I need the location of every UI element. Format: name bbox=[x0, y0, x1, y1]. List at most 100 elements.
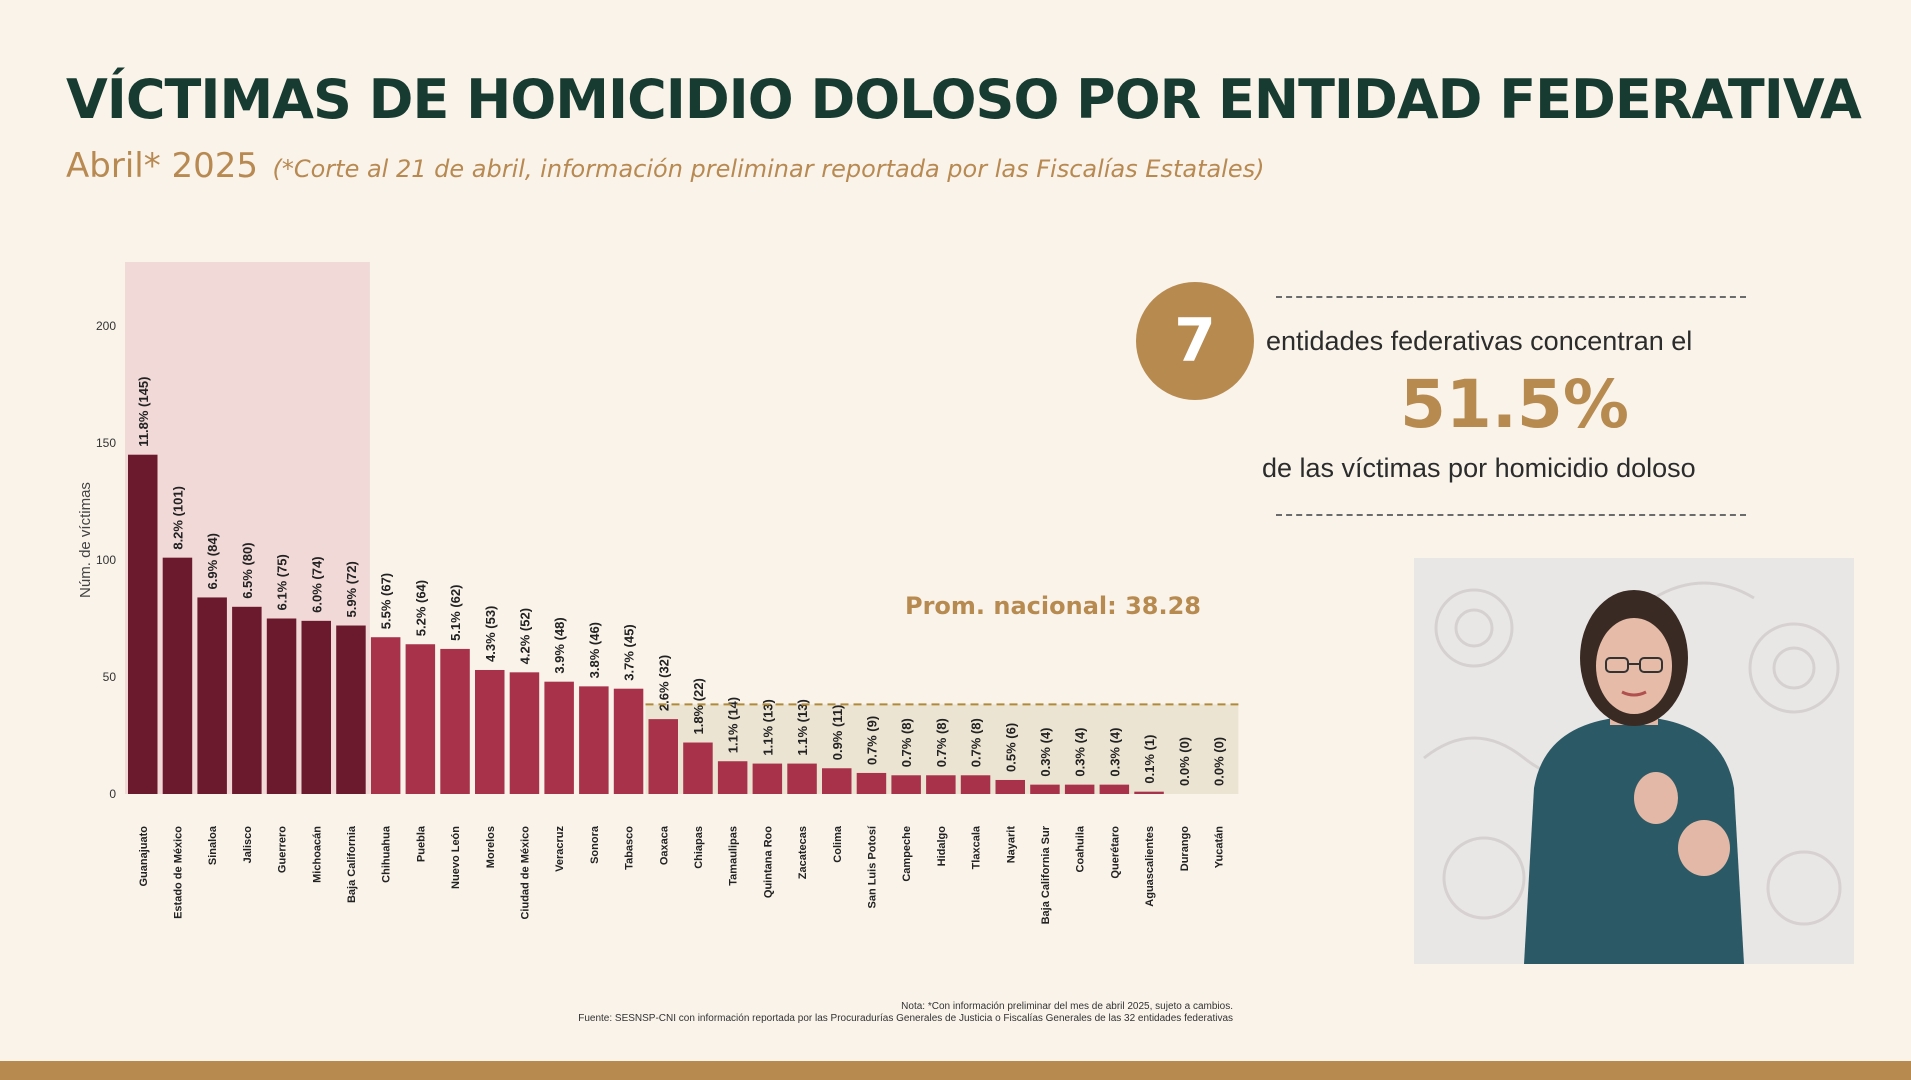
category-label: Nuevo León bbox=[450, 826, 462, 889]
bar bbox=[162, 557, 193, 794]
category-label: Estado de México bbox=[172, 826, 184, 919]
bar bbox=[1099, 784, 1130, 794]
bar-value-label: 6.5% (80) bbox=[240, 542, 255, 598]
category-label: Oaxaca bbox=[658, 825, 670, 865]
bar bbox=[926, 775, 956, 794]
bar-chart: 11.8% (145) Guanajuato 8.2% (101) Estado de… bbox=[77, 262, 1239, 924]
category-label: Morelos bbox=[485, 826, 497, 868]
bar-value-label: 0.7% (9) bbox=[864, 716, 879, 765]
category-label: Chihuahua bbox=[381, 825, 393, 883]
bar bbox=[440, 648, 470, 794]
category-label: Sonora bbox=[589, 825, 601, 864]
bar bbox=[336, 625, 366, 794]
bar bbox=[370, 637, 401, 794]
category-label: Colima bbox=[832, 825, 844, 863]
subtitle: Abril* 2025 bbox=[66, 146, 259, 186]
bar-value-label: 1.1% (13) bbox=[760, 699, 775, 755]
y-tick-label: 0 bbox=[109, 787, 116, 801]
category-label: Hidalgo bbox=[936, 826, 948, 867]
y-tick-label: 50 bbox=[103, 670, 117, 684]
bar-value-label: 1.1% (13) bbox=[795, 699, 810, 755]
category-label: Durango bbox=[1179, 826, 1191, 872]
bar-value-label: 0.9% (11) bbox=[830, 705, 845, 761]
bar bbox=[787, 763, 817, 794]
category-label: Campeche bbox=[901, 826, 913, 882]
bar-value-label: 1.8% (22) bbox=[691, 678, 706, 734]
bar-value-label: 11.8% (145) bbox=[136, 377, 151, 447]
bar-value-label: 4.2% (52) bbox=[517, 608, 532, 664]
bar-value-label: 2.6% (32) bbox=[656, 655, 671, 711]
summary-text-line2: de las víctimas por homicidio doloso bbox=[1262, 453, 1696, 483]
bar bbox=[891, 775, 921, 794]
bottom-accent-bar bbox=[0, 1061, 1911, 1080]
bar-value-label: 1.1% (14) bbox=[726, 697, 741, 753]
bar bbox=[579, 686, 609, 794]
bar bbox=[1030, 784, 1060, 794]
bar bbox=[509, 672, 540, 794]
bar bbox=[856, 772, 887, 794]
bar bbox=[197, 597, 227, 794]
bar bbox=[683, 742, 713, 794]
category-label: Michoacán bbox=[311, 826, 323, 883]
page-title: VÍCTIMAS DE HOMICIDIO DOLOSO POR ENTIDAD… bbox=[66, 68, 1862, 131]
bar bbox=[1064, 784, 1095, 794]
subtitle-note: (*Corte al 21 de abril, información prel… bbox=[272, 155, 1265, 183]
sign-language-interpreter-video bbox=[1414, 558, 1854, 964]
dashed-divider-bottom bbox=[1276, 514, 1746, 516]
bar bbox=[752, 763, 783, 794]
bar-value-label: 0.3% (4) bbox=[1107, 727, 1122, 776]
bar bbox=[822, 768, 852, 794]
bar bbox=[405, 644, 436, 794]
y-tick-label: 100 bbox=[96, 553, 116, 567]
category-label: Chiapas bbox=[693, 826, 705, 869]
summary-percent: 51.5% bbox=[1400, 366, 1629, 443]
category-label: Tamaulipas bbox=[728, 826, 740, 886]
category-label: Zacatecas bbox=[797, 826, 809, 879]
bar bbox=[717, 761, 748, 794]
subtitle-row: Abril* 2025 (*Corte al 21 de abril, info… bbox=[66, 146, 1264, 186]
bar-value-label: 0.0% (0) bbox=[1177, 737, 1192, 786]
bar bbox=[960, 775, 991, 794]
bar-value-label: 3.8% (46) bbox=[587, 622, 602, 678]
y-tick-label: 200 bbox=[96, 319, 116, 333]
category-label: Guanajuato bbox=[138, 826, 150, 887]
bar-value-label: 0.3% (4) bbox=[1073, 727, 1088, 776]
footnote-note: Nota: *Con información preliminar del me… bbox=[901, 1001, 1233, 1012]
bar-value-label: 5.2% (64) bbox=[413, 580, 428, 636]
bar-value-label: 6.9% (84) bbox=[205, 533, 220, 589]
bar bbox=[995, 779, 1025, 794]
bar-value-label: 5.5% (67) bbox=[379, 573, 394, 629]
bar bbox=[475, 669, 505, 794]
count-circle: 7 bbox=[1136, 282, 1254, 400]
bar-value-label: 0.7% (8) bbox=[899, 718, 914, 767]
bar-value-label: 6.1% (75) bbox=[275, 554, 290, 610]
bar-value-label: 4.3% (53) bbox=[483, 606, 498, 662]
category-label: Baja California bbox=[346, 825, 358, 903]
bar-value-label: 0.1% (1) bbox=[1142, 735, 1157, 784]
category-label: Puebla bbox=[415, 825, 427, 862]
bar bbox=[128, 454, 158, 794]
category-label: Coahuila bbox=[1075, 825, 1087, 872]
bar bbox=[301, 620, 331, 794]
y-axis-label: Núm. de víctimas bbox=[77, 482, 94, 598]
bar-value-label: 0.0% (0) bbox=[1211, 737, 1226, 786]
bar-value-label: 3.7% (45) bbox=[622, 624, 637, 680]
category-label: Yucatán bbox=[1213, 826, 1225, 868]
y-tick-label: 150 bbox=[96, 436, 116, 450]
footnote-source: Fuente: SESNSP-CNI con información repor… bbox=[578, 1013, 1233, 1024]
dashed-divider-top bbox=[1276, 296, 1746, 298]
bar-value-label: 8.2% (101) bbox=[170, 486, 185, 550]
bar-value-label: 3.9% (48) bbox=[552, 617, 567, 673]
category-label: Sinaloa bbox=[207, 825, 219, 865]
category-label: Quintana Roo bbox=[762, 826, 774, 898]
category-label: San Luis Potosí bbox=[866, 825, 878, 908]
category-label: Nayarit bbox=[1005, 826, 1017, 864]
bar-value-label: 0.5% (6) bbox=[1003, 723, 1018, 772]
average-label: Prom. nacional: 38.28 bbox=[905, 592, 1201, 620]
summary-panel: 7 entidades federativas concentran el 51… bbox=[1120, 270, 1820, 540]
category-label: Tabasco bbox=[624, 826, 636, 870]
bar-value-label: 0.7% (8) bbox=[969, 718, 984, 767]
bar bbox=[266, 618, 297, 794]
interpreter-figure bbox=[1423, 581, 1842, 964]
bar bbox=[1134, 791, 1164, 794]
